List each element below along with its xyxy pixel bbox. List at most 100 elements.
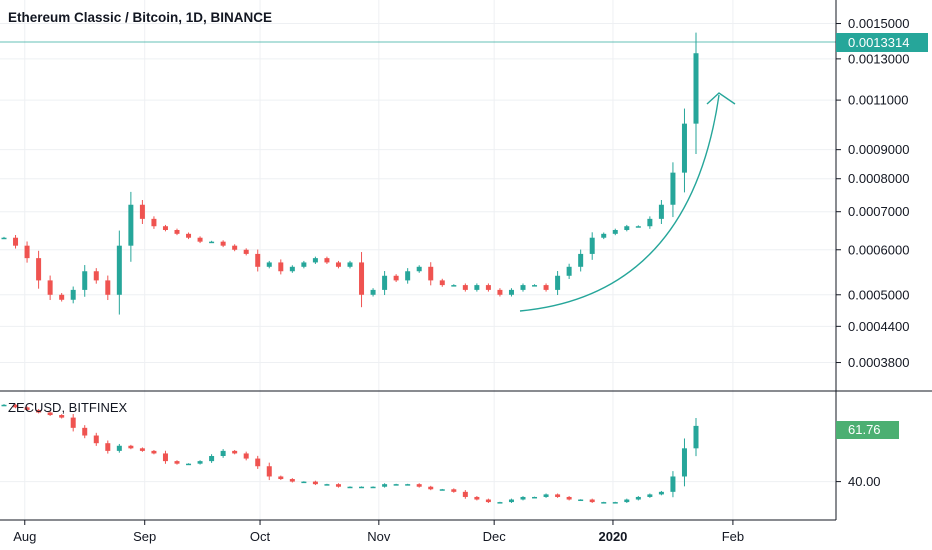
sub-candle: [266, 466, 272, 477]
sub-candle: [312, 481, 318, 485]
main-candle: [566, 266, 572, 276]
sub-candle: [82, 427, 88, 436]
sub-candle: [612, 502, 618, 504]
main-candle: [335, 262, 341, 267]
main-candle: [347, 262, 353, 267]
sub-candle: [24, 407, 30, 410]
sub-candle: [405, 484, 411, 486]
sub-candle: [197, 461, 203, 464]
sub-price-tick-label: 40.00: [848, 474, 881, 489]
sub-candle: [532, 496, 538, 499]
sub-chart-title: ZECUSD, BITFINEX: [8, 400, 128, 415]
main-candle: [70, 289, 76, 300]
sub-candle: [658, 491, 664, 495]
sub-candle: [508, 499, 514, 503]
main-candle: [589, 237, 595, 254]
sub-candle: [151, 450, 157, 454]
sub-price-axis: 40.00: [836, 474, 881, 489]
main-candle: [382, 275, 388, 290]
sub-candle: [243, 453, 249, 459]
main-candle: [359, 262, 365, 295]
main-price-tick-label: 0.0004400: [848, 319, 909, 334]
grid-lines: [0, 0, 836, 520]
main-candle: [693, 53, 699, 124]
sub-candle: [335, 484, 341, 487]
sub-candle: [462, 491, 468, 497]
main-candle: [278, 262, 284, 272]
main-candle: [301, 262, 307, 267]
sub-candle: [174, 461, 180, 464]
main-candle: [647, 218, 653, 227]
sub-candle: [670, 476, 676, 492]
main-candle: [105, 280, 111, 295]
sub-candle: [693, 425, 699, 449]
main-candle: [24, 245, 30, 259]
main-candle: [312, 258, 318, 263]
sub-candle: [278, 476, 284, 480]
main-price-tick-label: 0.0005000: [848, 287, 909, 302]
main-candle: [59, 294, 65, 300]
sub-candle: [566, 496, 572, 500]
main-candle: [370, 289, 376, 295]
sub-candle: [428, 486, 434, 490]
sub-candle: [13, 404, 19, 408]
time-axis-label: Aug: [13, 529, 36, 544]
sub-last-price-label: 61.76: [848, 422, 881, 437]
sub-candle: [520, 496, 526, 500]
main-candle: [543, 285, 549, 290]
sub-candle: [162, 453, 168, 462]
annotation-curved-arrow: [519, 94, 720, 312]
annotation-arrow-head: [706, 92, 736, 105]
main-candle: [670, 172, 676, 205]
main-price-tick-label: 0.0007000: [848, 204, 909, 219]
main-candle: [82, 271, 88, 290]
main-candle: [197, 237, 203, 242]
main-candle: [520, 285, 526, 290]
sub-candle: [497, 502, 503, 504]
sub-candle: [416, 484, 422, 487]
time-axis-label: 2020: [598, 529, 627, 544]
main-candle: [36, 258, 42, 281]
sub-candle: [347, 486, 353, 489]
main-price-tick-label: 0.0003800: [848, 355, 909, 370]
sub-candle: [589, 499, 595, 503]
main-candle: [428, 266, 434, 281]
sub-candle: [393, 484, 399, 486]
sub-candle: [382, 484, 388, 487]
main-candle: [474, 285, 480, 290]
sub-candle: [485, 499, 491, 503]
main-chart-title: Ethereum Classic / Bitcoin, 1D, BINANCE: [8, 10, 272, 25]
main-candle: [532, 285, 538, 287]
main-price-tick-label: 0.0011000: [848, 93, 909, 108]
time-axis-label: Feb: [722, 529, 744, 544]
sub-candle: [116, 445, 122, 451]
sub-candle: [105, 443, 111, 451]
main-candle: [497, 289, 503, 295]
main-candle: [116, 245, 122, 295]
sub-candle: [255, 458, 261, 467]
main-candles: [1, 32, 699, 315]
main-candle: [393, 275, 399, 281]
main-candle: [128, 204, 134, 246]
main-candle: [186, 233, 192, 238]
main-price-tick-label: 0.0009000: [848, 142, 909, 157]
main-price-axis: 0.0015000 0.0013000 0.0011000 0.0009000 0.00…: [836, 16, 909, 370]
main-candle: [635, 226, 641, 228]
sub-candle: [232, 450, 238, 454]
main-candle: [555, 275, 561, 290]
main-candle: [462, 285, 468, 290]
main-candle: [47, 280, 53, 295]
main-candle: [266, 262, 272, 267]
sub-candle: [555, 494, 561, 497]
main-candle: [232, 245, 238, 250]
main-candle: [255, 253, 261, 267]
sub-candle: [370, 486, 376, 489]
main-candle: [681, 123, 687, 173]
main-last-price-label: 0.0013314: [848, 35, 909, 50]
main-price-tick-label: 0.0008000: [848, 171, 909, 186]
main-candle: [162, 226, 168, 231]
sub-candle: [474, 496, 480, 500]
main-candle: [220, 241, 226, 246]
main-last-price-badge: [836, 33, 928, 52]
